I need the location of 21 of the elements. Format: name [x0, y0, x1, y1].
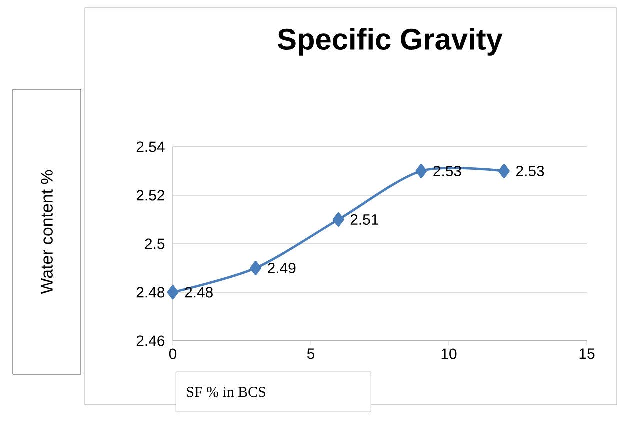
x-tick-label: 5	[307, 348, 315, 360]
point	[498, 164, 510, 178]
data-label: 2.48	[185, 287, 213, 298]
y-tick-label: 2.52	[136, 190, 164, 201]
point	[250, 261, 262, 276]
data-label: 2.51	[350, 214, 378, 226]
x-tick-label: 15	[580, 348, 595, 360]
x-tick-label: 0	[169, 348, 177, 360]
point	[416, 164, 428, 178]
x-axis-title: SF % in BCS	[187, 387, 266, 398]
y-tick-label: 2.54	[136, 142, 165, 152]
point	[332, 212, 344, 227]
y-tick-label: 2.5	[145, 238, 165, 250]
data-label: 2.53	[516, 166, 544, 177]
point	[167, 285, 179, 300]
y-tick-label: 2.46	[136, 336, 165, 346]
data-label: 2.49	[268, 262, 296, 274]
chart-title: Specific Gravity	[278, 28, 503, 56]
y-axis-title: Water content %	[41, 170, 53, 294]
y-tick-label: 2.48	[136, 287, 165, 298]
x-tick-label: 10	[442, 348, 457, 360]
